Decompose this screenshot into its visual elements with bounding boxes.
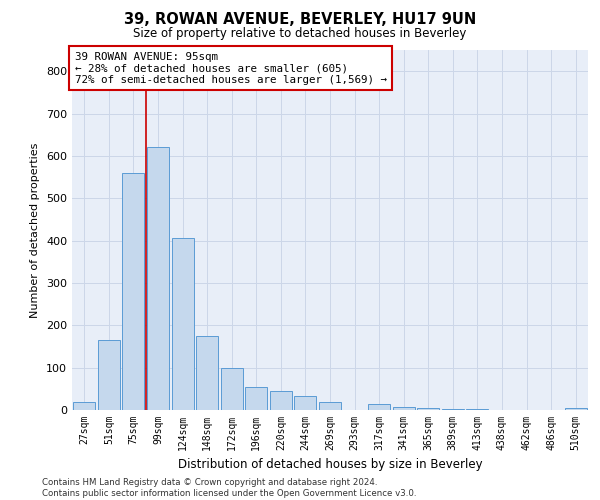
X-axis label: Distribution of detached houses by size in Beverley: Distribution of detached houses by size … — [178, 458, 482, 471]
Text: Size of property relative to detached houses in Beverley: Size of property relative to detached ho… — [133, 28, 467, 40]
Bar — [417, 408, 439, 410]
Bar — [172, 238, 194, 410]
Text: 39 ROWAN AVENUE: 95sqm
← 28% of detached houses are smaller (605)
72% of semi-de: 39 ROWAN AVENUE: 95sqm ← 28% of detached… — [74, 52, 386, 85]
Bar — [270, 391, 292, 410]
Bar — [319, 402, 341, 410]
Bar — [147, 148, 169, 410]
Bar — [295, 396, 316, 410]
Bar — [442, 408, 464, 410]
Bar — [392, 406, 415, 410]
Bar — [73, 402, 95, 410]
Bar — [196, 336, 218, 410]
Bar — [466, 409, 488, 410]
Text: 39, ROWAN AVENUE, BEVERLEY, HU17 9UN: 39, ROWAN AVENUE, BEVERLEY, HU17 9UN — [124, 12, 476, 28]
Bar — [221, 368, 243, 410]
Bar — [565, 408, 587, 410]
Bar — [368, 404, 390, 410]
Bar — [98, 340, 120, 410]
Text: Contains HM Land Registry data © Crown copyright and database right 2024.
Contai: Contains HM Land Registry data © Crown c… — [42, 478, 416, 498]
Bar — [245, 386, 268, 410]
Y-axis label: Number of detached properties: Number of detached properties — [31, 142, 40, 318]
Bar — [122, 173, 145, 410]
